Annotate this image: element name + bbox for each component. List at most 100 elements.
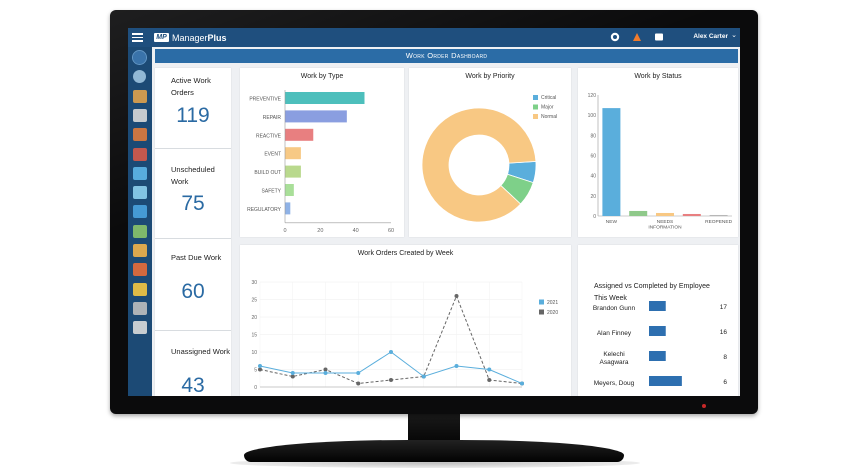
kpi-column: Active Work Orders 119 Unscheduled Work …: [155, 68, 231, 396]
tick-label: 5: [254, 368, 257, 374]
top-bar: MP ManagerPlus Alex Carter ⌄: [128, 28, 740, 47]
power-led: [702, 404, 706, 408]
work-by-priority-card: Work by Priority Critical Major Normal: [409, 68, 571, 237]
image-icon[interactable]: [133, 224, 147, 238]
employee-bar: [649, 301, 666, 311]
employee-bar: [649, 351, 666, 361]
bar: [285, 92, 365, 104]
truck-icon[interactable]: [133, 263, 147, 277]
category-label: REOPENED: [705, 219, 732, 225]
sun-icon[interactable]: [133, 282, 147, 296]
bar-label: SAFETY: [262, 189, 282, 195]
dashboard-title: Work Order Dashboard: [155, 49, 738, 63]
send-icon[interactable]: [133, 166, 147, 180]
monitor-neck: [408, 414, 460, 444]
work-by-type-card: Work by Type PREVENTIVE REPAIR REACTIVE EVE…: [240, 68, 404, 237]
employee-bar: [649, 326, 666, 336]
bar: [602, 108, 621, 216]
series-point: [258, 367, 262, 372]
series-point: [487, 378, 492, 382]
chevron-down-icon[interactable]: ⌄: [731, 32, 737, 39]
tick-label: 0: [283, 228, 286, 234]
calendar-icon[interactable]: [133, 147, 147, 161]
clipboard-icon[interactable]: [133, 244, 147, 257]
bar: [656, 212, 674, 216]
series-point: [454, 364, 459, 368]
employee-value: 16: [720, 329, 728, 336]
gauge-icon[interactable]: [133, 108, 147, 122]
app-logo[interactable]: MP ManagerPlus: [154, 33, 227, 43]
tick-label: 25: [251, 298, 257, 304]
people-icon[interactable]: [133, 301, 147, 315]
tick-label: 60: [590, 154, 596, 160]
tick-label: 20: [590, 194, 596, 200]
building-icon[interactable]: [133, 205, 147, 219]
help-icon[interactable]: [610, 32, 620, 42]
series-point: [421, 374, 426, 379]
tick-label: 0: [593, 214, 596, 220]
alert-icon[interactable]: [632, 32, 642, 42]
series-point: [520, 381, 524, 386]
chart-title: Work by Status: [634, 73, 682, 80]
bar: [709, 214, 728, 216]
employee-chart: Assigned vs Completed by Employee This We…: [593, 283, 728, 387]
calendar-icon[interactable]: [133, 128, 147, 142]
bar: [285, 202, 291, 215]
bar-label: EVENT: [264, 152, 281, 158]
tick-label: 30: [251, 280, 257, 286]
legend-swatch: [533, 114, 538, 119]
tick-label: 10: [251, 350, 257, 356]
kpi-value-unscheduled[interactable]: 75: [181, 192, 205, 215]
message-icon[interactable]: [654, 32, 664, 42]
legend-swatch: [533, 104, 538, 110]
kpi-value-past-due[interactable]: 60: [181, 280, 205, 303]
tick-label: 20: [251, 315, 257, 321]
kpi-label-unscheduled: Unscheduled Work: [171, 165, 215, 186]
bar-label: REGULATORY: [247, 207, 282, 213]
chat-icon[interactable]: [133, 321, 147, 335]
app-screen: MP ManagerPlus Alex Carter ⌄ Work Order …: [128, 28, 740, 396]
chart-title: Work Orders Created by Week: [357, 250, 454, 257]
menu-icon[interactable]: [132, 28, 146, 47]
kpi-value-unassigned[interactable]: 43: [181, 374, 205, 396]
chart-title: Work by Type: [300, 73, 344, 80]
top-icons: [610, 32, 664, 42]
stand-shadow: [230, 458, 640, 468]
work-by-priority-chart: Critical Major Normal: [421, 95, 557, 223]
user-name[interactable]: Alex Carter: [693, 33, 728, 40]
globe-icon[interactable]: [132, 50, 147, 65]
series-point: [356, 371, 361, 375]
bar: [285, 110, 347, 123]
tick-label: 100: [588, 113, 597, 119]
kpi-label-unassigned: Unassigned Work: [171, 347, 231, 356]
legend-label: Normal: [541, 114, 557, 120]
kpi-value-active[interactable]: 119: [176, 104, 210, 127]
category-label: INFORMATION: [648, 225, 682, 231]
chart-title: This Week: [594, 295, 627, 302]
bar: [682, 213, 701, 216]
legend-swatch: [533, 95, 538, 100]
weekly-work-orders-chart: 0 5 10 15 20 25 30 2021 2020: [251, 280, 558, 391]
tick-label: 40: [353, 228, 359, 234]
employee-name: Asagwara: [600, 359, 629, 366]
series-point: [356, 381, 361, 386]
work-by-type-chart: PREVENTIVE REPAIR REACTIVE EVENT BUILD OUT SA…: [247, 90, 394, 234]
tools-icon[interactable]: [133, 89, 147, 103]
category-label: NEW: [606, 219, 618, 225]
employee-name: Brandon Gunn: [593, 305, 636, 312]
globe-icon[interactable]: [133, 70, 146, 84]
tick-label: 20: [317, 228, 323, 234]
employee-value: 17: [720, 304, 728, 311]
series-point: [323, 367, 328, 372]
chart-title: Work by Priority: [465, 73, 515, 80]
bar: [285, 128, 314, 141]
bar-label: PREVENTIVE: [249, 97, 281, 103]
weekly-work-orders-card: Work Orders Created by Week 0 5 10 15 20 25 30…: [240, 245, 571, 396]
employee-card: Assigned vs Completed by Employee This We…: [578, 245, 738, 396]
tick-label: 15: [251, 333, 257, 339]
kpi-label-active: Active Work Orders: [171, 76, 211, 97]
cart-icon[interactable]: [133, 186, 147, 200]
tick-label: 120: [588, 93, 597, 99]
